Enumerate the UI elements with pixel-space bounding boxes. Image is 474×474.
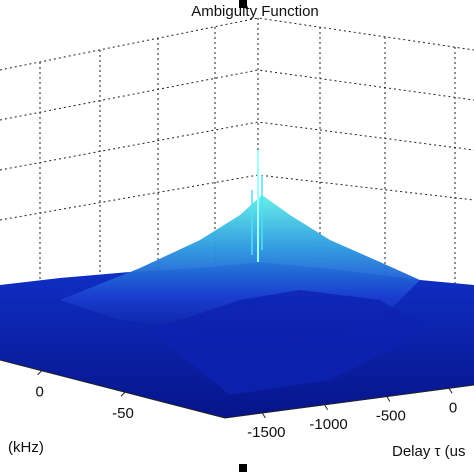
y-tick <box>37 370 43 376</box>
x-tick-label: -500 <box>376 408 406 425</box>
x-tick-label: 0 <box>449 399 457 416</box>
handle <box>239 464 247 472</box>
surface <box>0 150 474 419</box>
handle <box>239 0 247 8</box>
x-axis-label: Delay τ (us <box>392 443 465 460</box>
x-tick <box>448 388 453 394</box>
y-tick <box>120 391 126 397</box>
x-tick <box>261 412 266 419</box>
x-tick <box>324 404 329 411</box>
x-tick-label: -1000 <box>309 416 347 433</box>
y-tick-label: 0 <box>35 384 43 401</box>
chart-title: Ambiguity Function <box>191 3 319 20</box>
x-tick <box>386 396 391 402</box>
y-axis-label: (kHz) <box>8 439 44 456</box>
x-tick-label: -1500 <box>247 424 285 441</box>
y-tick-label: -50 <box>112 405 134 422</box>
